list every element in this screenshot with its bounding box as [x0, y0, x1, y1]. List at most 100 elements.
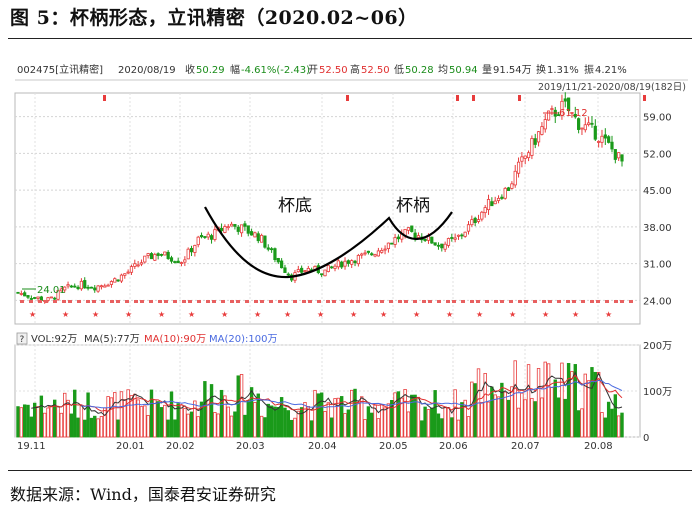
- quote-date: 2020/08/19: [118, 65, 176, 76]
- volume-bar: [530, 397, 534, 438]
- volume-bar: [99, 416, 104, 438]
- volume-bar: [42, 412, 47, 438]
- event-flag: [461, 300, 465, 303]
- candle-body: [79, 280, 84, 290]
- volume-bar: [69, 413, 74, 438]
- candle-body: [39, 296, 43, 301]
- volume-bar: [153, 399, 157, 438]
- event-flag: [278, 300, 282, 303]
- candle-body: [617, 152, 621, 159]
- quote-value: 1.31%: [547, 65, 579, 76]
- volume-bar: [496, 396, 501, 438]
- volume-bar: [486, 401, 491, 438]
- volume-bar: [229, 415, 234, 438]
- volume-bar: [32, 402, 37, 438]
- candle-body: [139, 262, 144, 265]
- event-flag: [500, 300, 504, 303]
- candle-body: [560, 100, 564, 116]
- volume-bar: [463, 399, 467, 438]
- volume-bar: [480, 401, 484, 438]
- volume-bar: [350, 389, 354, 438]
- candle-body: [66, 284, 70, 287]
- volume-bar: [159, 407, 164, 438]
- candle-body: [620, 154, 624, 162]
- candle-body: [226, 226, 230, 229]
- candle-body: [270, 248, 274, 251]
- date-tick-label: 20.08: [584, 441, 613, 452]
- candle-body: [473, 217, 477, 223]
- candle-body: [353, 260, 357, 264]
- candle-body: [253, 232, 257, 238]
- volume-bar: [556, 397, 561, 438]
- volume-bar: [39, 395, 44, 438]
- candle-body: [260, 234, 264, 243]
- price-tick-label: 31.00: [643, 260, 672, 271]
- volume-bar: [346, 409, 351, 438]
- candle-body: [239, 224, 244, 234]
- volume-bar: [443, 406, 447, 438]
- volume-bar: [179, 404, 184, 438]
- candle-body: [546, 110, 551, 121]
- volume-bar: [83, 419, 87, 438]
- volume-bar: [523, 399, 527, 438]
- candle-body: [46, 297, 50, 301]
- candle-body: [173, 261, 177, 263]
- star-marker: ★: [413, 310, 420, 319]
- volume-bar: [309, 420, 314, 438]
- volume-bar: [416, 396, 421, 438]
- candle-body: [303, 270, 307, 273]
- volume-bar: [209, 384, 214, 438]
- quote-value: 50.29: [196, 65, 225, 76]
- volume-bar: [276, 406, 280, 438]
- candle-body: [246, 225, 250, 234]
- candle-body: [69, 285, 73, 288]
- candle-body: [159, 253, 164, 256]
- event-flag: [269, 300, 273, 303]
- candle-body: [486, 199, 491, 211]
- candle-body: [323, 269, 327, 277]
- candle-body: [19, 293, 23, 295]
- candle-body: [603, 134, 607, 139]
- candle-body: [96, 285, 100, 292]
- volume-bar: [370, 412, 374, 438]
- candle-body: [93, 287, 97, 291]
- volume-bar: [543, 361, 547, 438]
- event-flag: [317, 300, 321, 303]
- top-rule: [8, 38, 692, 39]
- event-flag: [590, 300, 594, 303]
- price-tick-label: 59.00: [643, 113, 672, 124]
- candle-body: [593, 125, 597, 140]
- stock-code: 002475[立讯精密]: [17, 63, 103, 76]
- volume-bar: [299, 407, 304, 438]
- candle-body: [356, 255, 360, 265]
- event-flag: [524, 300, 528, 303]
- event-flag: [164, 300, 168, 303]
- candle-body: [416, 235, 421, 239]
- candle-body: [153, 254, 157, 261]
- volume-bar: [176, 403, 180, 438]
- candle-body: [23, 292, 27, 297]
- candle-body: [119, 274, 124, 282]
- quote-label: 换: [536, 63, 546, 76]
- event-flag: [542, 300, 546, 303]
- event-flag: [221, 300, 225, 303]
- candle-body: [610, 141, 614, 150]
- candle-body: [296, 269, 300, 273]
- quote-value: 50.28: [405, 65, 434, 76]
- quote-label: 幅: [230, 63, 240, 76]
- candle-body: [89, 286, 94, 289]
- volume-bar: [366, 406, 371, 438]
- volume-bar: [339, 396, 344, 438]
- date-tick-label: 20.07: [511, 441, 540, 452]
- help-box[interactable]: [16, 332, 28, 345]
- volume-bar: [360, 396, 364, 438]
- event-flag: [437, 300, 441, 303]
- volume-bar: [269, 405, 274, 438]
- volume-bar: [169, 391, 174, 438]
- star-marker: ★: [92, 310, 99, 319]
- figure-title: 图 5：杯柄形态，立讯精密（2020.02~06）: [10, 7, 418, 29]
- volume-bar: [406, 411, 411, 438]
- ma5-line: [31, 371, 623, 417]
- volume-bar: [29, 416, 34, 438]
- volume-bar: [46, 407, 50, 438]
